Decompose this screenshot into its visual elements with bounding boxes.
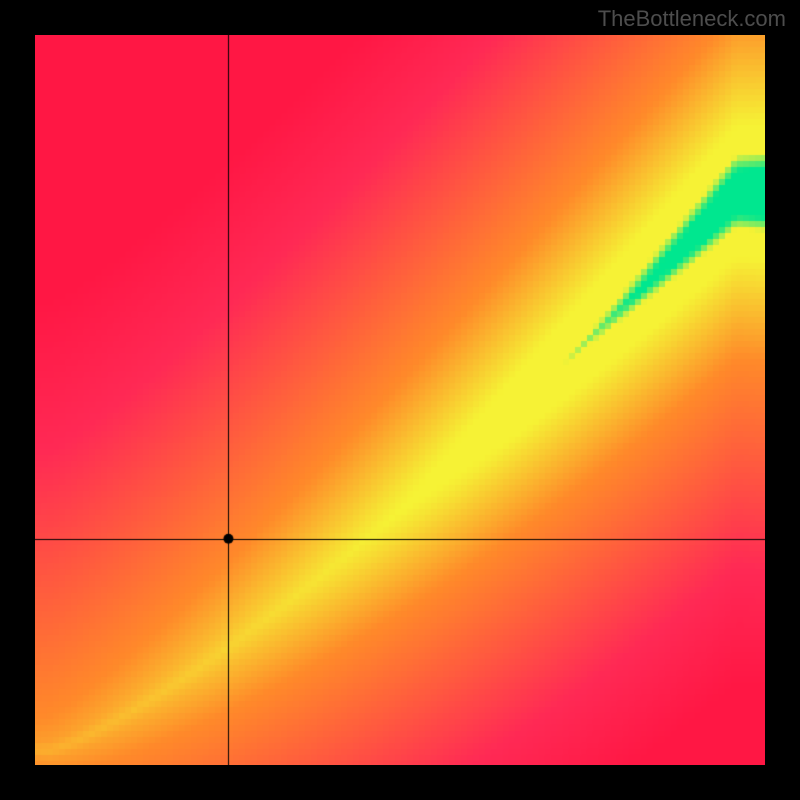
watermark-text: TheBottleneck.com	[598, 6, 786, 32]
heatmap-canvas	[35, 35, 765, 765]
heatmap-plot-area	[35, 35, 765, 765]
